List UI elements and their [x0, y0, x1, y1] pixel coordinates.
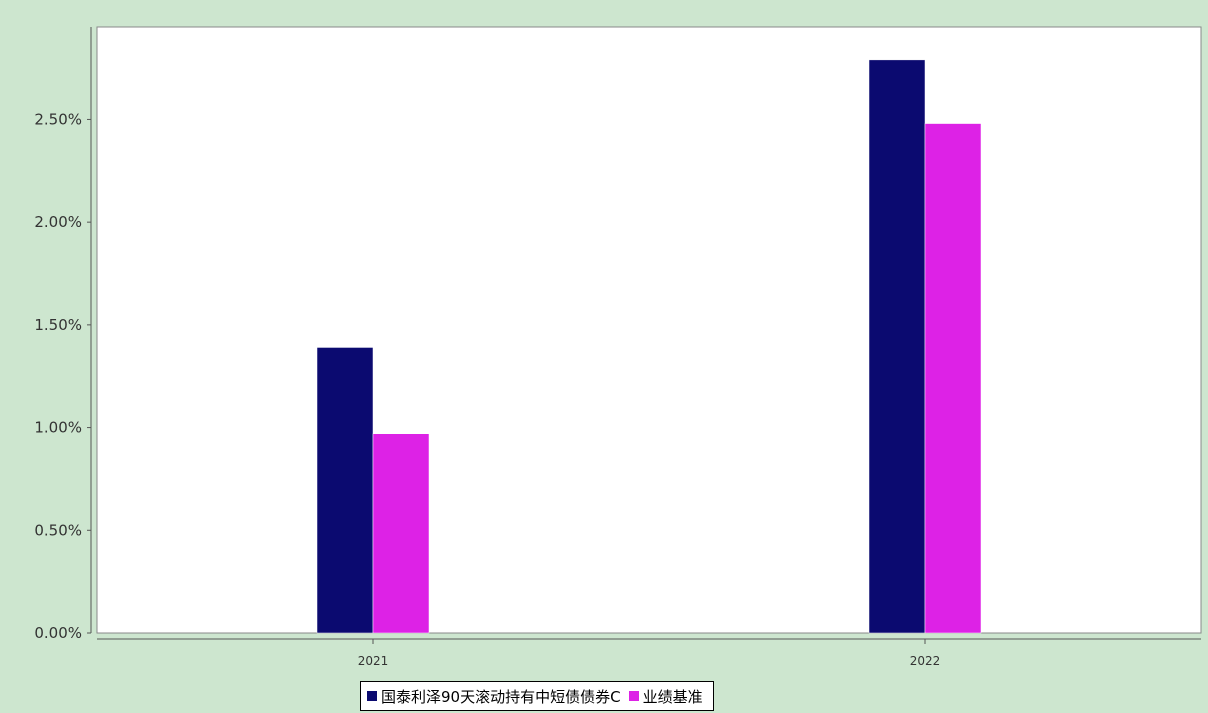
legend-item-benchmark: 业绩基准 [628, 686, 703, 707]
bar-fund-2021 [316, 347, 374, 634]
legend: 国泰利泽90天滚动持有中短债债券C 业绩基准 [360, 681, 714, 711]
legend-label-benchmark: 业绩基准 [642, 687, 703, 706]
bar-benchmark-2022 [924, 123, 982, 634]
y-tick-label: 0.50% [34, 521, 82, 539]
y-tick-label: 1.00% [34, 419, 82, 437]
x-tick-label: 2022 [910, 654, 941, 668]
y-axis-ticks: 0.00% 0.50% 1.00% 1.50% 2.00% 2.50% [34, 110, 91, 642]
bar-series [316, 59, 982, 634]
plot-area [96, 26, 1202, 634]
y-tick-label: 1.50% [34, 316, 82, 334]
x-axis-ticks: 2021 2022 [358, 639, 941, 668]
legend-swatch-fund [367, 691, 377, 701]
legend-label-fund: 国泰利泽90天滚动持有中短债债券C [381, 687, 621, 706]
y-tick-label: 0.00% [34, 624, 82, 642]
y-tick-label: 2.00% [34, 213, 82, 231]
legend-item-fund: 国泰利泽90天滚动持有中短债债券C [367, 686, 621, 707]
bar-benchmark-2021 [372, 433, 430, 634]
legend-swatch-benchmark [628, 691, 639, 701]
bar-fund-2022 [868, 59, 926, 634]
y-tick-label: 2.50% [34, 110, 82, 128]
x-tick-label: 2021 [358, 654, 389, 668]
